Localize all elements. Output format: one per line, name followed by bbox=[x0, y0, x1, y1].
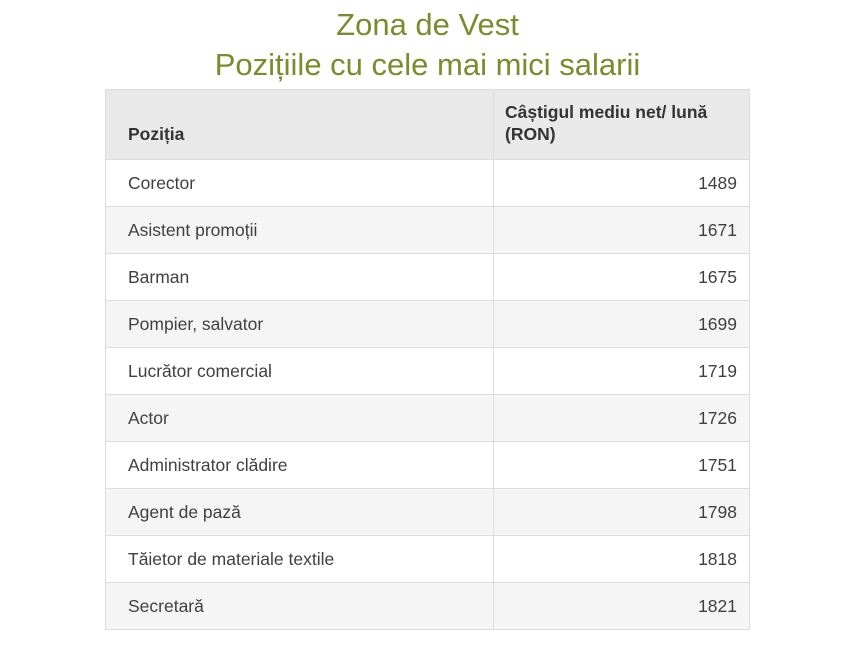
table-row: Corector 1489 bbox=[105, 159, 750, 207]
table-row: Secretară 1821 bbox=[105, 582, 750, 630]
table-row: Agent de pază 1798 bbox=[105, 488, 750, 536]
salary-cell: 1818 bbox=[493, 535, 750, 583]
position-cell: Barman bbox=[105, 253, 494, 301]
table-header: Poziția Câștigul mediu net/ lună (RON) bbox=[105, 89, 750, 160]
table-row: Tăietor de materiale textile 1818 bbox=[105, 535, 750, 583]
table-row: Actor 1726 bbox=[105, 394, 750, 442]
position-cell: Tăietor de materiale textile bbox=[105, 535, 494, 583]
salary-cell: 1726 bbox=[493, 394, 750, 442]
table-row: Asistent promoții 1671 bbox=[105, 206, 750, 254]
table-row: Barman 1675 bbox=[105, 253, 750, 301]
column-header-salary: Câștigul mediu net/ lună (RON) bbox=[493, 89, 750, 160]
position-cell: Corector bbox=[105, 159, 494, 207]
table-row: Pompier, salvator 1699 bbox=[105, 300, 750, 348]
table-row: Lucrător comercial 1719 bbox=[105, 347, 750, 395]
position-cell: Agent de pază bbox=[105, 488, 494, 536]
header-row: Poziția Câștigul mediu net/ lună (RON) bbox=[105, 89, 750, 160]
salary-cell: 1798 bbox=[493, 488, 750, 536]
title-line-2: Pozițiile cu cele mai mici salarii bbox=[214, 47, 641, 82]
salary-cell: 1699 bbox=[493, 300, 750, 348]
title-line-1: Zona de Vest bbox=[336, 7, 519, 42]
salary-cell: 1719 bbox=[493, 347, 750, 395]
position-cell: Asistent promoții bbox=[105, 206, 494, 254]
salary-cell: 1489 bbox=[493, 159, 750, 207]
salary-cell: 1751 bbox=[493, 441, 750, 489]
position-cell: Secretară bbox=[105, 582, 494, 630]
page-title: Zona de Vest Pozițiile cu cele mai mici … bbox=[0, 0, 855, 85]
table-row: Administrator clădire 1751 bbox=[105, 441, 750, 489]
position-cell: Actor bbox=[105, 394, 494, 442]
salary-cell: 1671 bbox=[493, 206, 750, 254]
table-body: Corector 1489 Asistent promoții 1671 Barman 1… bbox=[105, 159, 750, 630]
position-cell: Lucrător comercial bbox=[105, 347, 494, 395]
salary-cell: 1821 bbox=[493, 582, 750, 630]
salary-cell: 1675 bbox=[493, 253, 750, 301]
salary-table: Poziția Câștigul mediu net/ lună (RON) C… bbox=[105, 89, 750, 630]
column-header-position: Poziția bbox=[105, 89, 494, 160]
position-cell: Administrator clădire bbox=[105, 441, 494, 489]
position-cell: Pompier, salvator bbox=[105, 300, 494, 348]
